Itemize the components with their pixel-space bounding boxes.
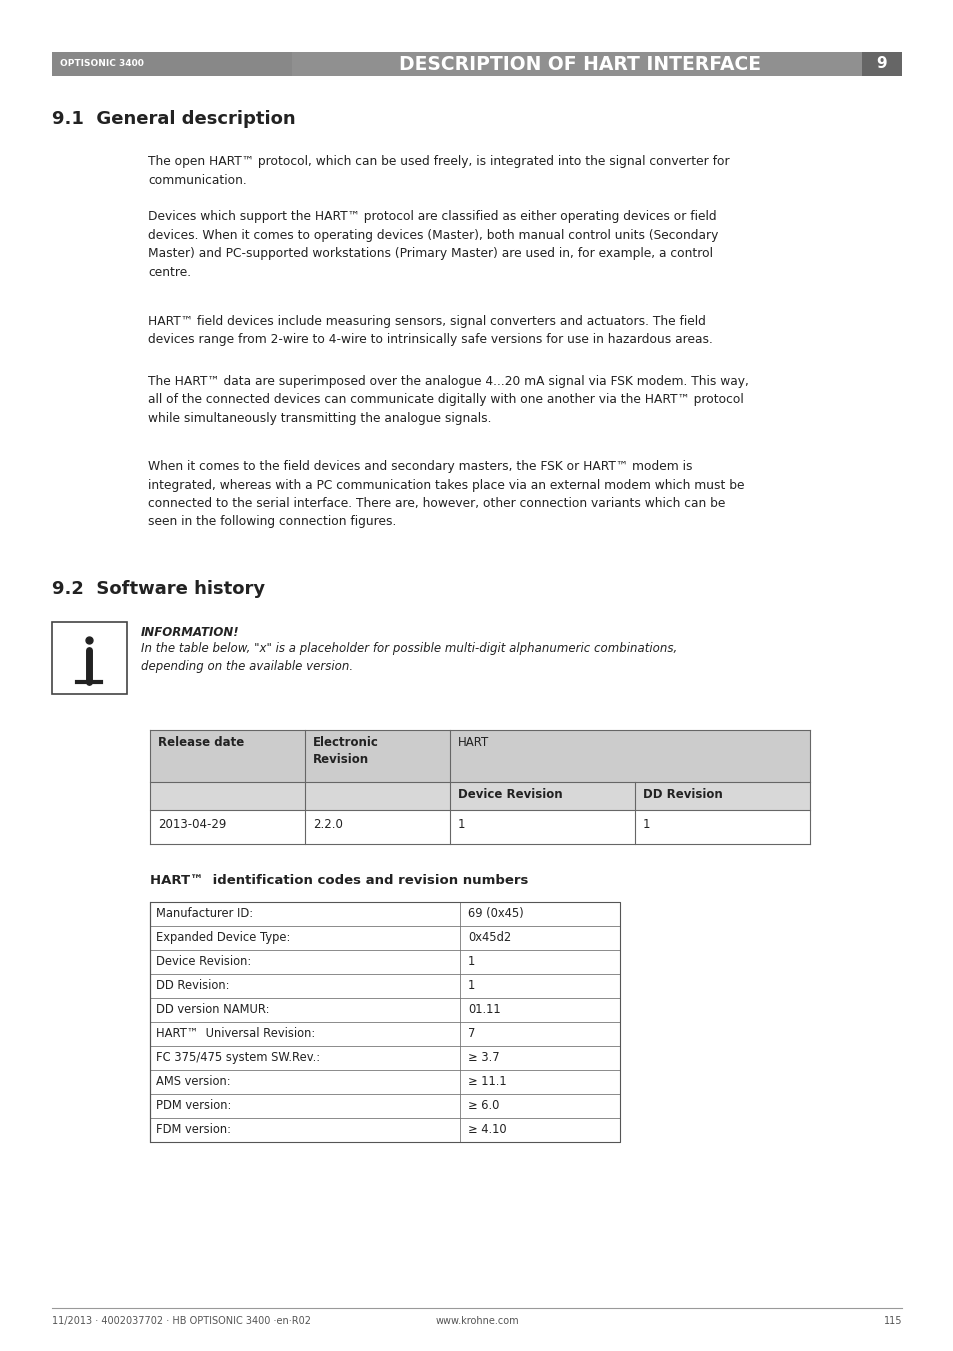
Text: ≥ 4.10: ≥ 4.10	[468, 1123, 506, 1136]
Text: 9.1  General description: 9.1 General description	[52, 109, 295, 128]
Text: Device Revision: Device Revision	[457, 788, 562, 801]
Text: Release date: Release date	[158, 736, 244, 748]
Text: Expanded Device Type:: Expanded Device Type:	[156, 931, 290, 944]
Text: HART: HART	[457, 736, 489, 748]
Bar	[52, 51, 292, 76]
Bar	[150, 902, 619, 1142]
Bar	[150, 782, 809, 811]
Text: DD Revision: DD Revision	[642, 788, 722, 801]
Text: Electronic
Revision: Electronic Revision	[313, 736, 378, 766]
Text: DESCRIPTION OF HART INTERFACE: DESCRIPTION OF HART INTERFACE	[398, 54, 760, 73]
Text: 1: 1	[457, 817, 465, 831]
Text: ≥ 6.0: ≥ 6.0	[468, 1098, 498, 1112]
Text: 1: 1	[468, 955, 475, 969]
Text: 11/2013 · 4002037702 · HB OPTISONIC 3400 ·en·R02: 11/2013 · 4002037702 · HB OPTISONIC 3400…	[52, 1316, 311, 1325]
Text: 01.11: 01.11	[468, 1002, 500, 1016]
Text: OPTISONIC 3400: OPTISONIC 3400	[60, 59, 144, 69]
Text: HART™ field devices include measuring sensors, signal converters and actuators. : HART™ field devices include measuring se…	[148, 315, 712, 346]
Bar	[150, 811, 809, 844]
Text: The HART™ data are superimposed over the analogue 4...20 mA signal via FSK modem: The HART™ data are superimposed over the…	[148, 376, 748, 426]
Text: 69 (0x45): 69 (0x45)	[468, 907, 523, 920]
Bar	[150, 950, 619, 974]
Text: www.krohne.com: www.krohne.com	[435, 1316, 518, 1325]
Bar	[150, 1021, 619, 1046]
Text: PDM version:: PDM version:	[156, 1098, 232, 1112]
Text: AMS version:: AMS version:	[156, 1075, 231, 1088]
Text: 1: 1	[468, 979, 475, 992]
Text: Devices which support the HART™ protocol are classified as either operating devi: Devices which support the HART™ protocol…	[148, 209, 718, 278]
Bar	[52, 51, 901, 76]
Text: 115: 115	[882, 1316, 901, 1325]
Text: The open HART™ protocol, which can be used freely, is integrated into the signal: The open HART™ protocol, which can be us…	[148, 155, 729, 186]
Text: FC 375/475 system SW.Rev.:: FC 375/475 system SW.Rev.:	[156, 1051, 320, 1065]
Text: 1: 1	[642, 817, 650, 831]
Bar	[150, 1070, 619, 1094]
Bar	[52, 621, 127, 694]
Text: 7: 7	[468, 1027, 475, 1040]
Bar	[150, 902, 619, 925]
Text: HART™  identification codes and revision numbers: HART™ identification codes and revision …	[150, 874, 528, 888]
Text: 0x45d2: 0x45d2	[468, 931, 511, 944]
Text: 9: 9	[876, 57, 886, 72]
Text: ≥ 11.1: ≥ 11.1	[468, 1075, 506, 1088]
Text: HART™  Universal Revision:: HART™ Universal Revision:	[156, 1027, 314, 1040]
Text: DD version NAMUR:: DD version NAMUR:	[156, 1002, 269, 1016]
Text: FDM version:: FDM version:	[156, 1123, 231, 1136]
Bar	[150, 730, 809, 782]
Text: 2.2.0: 2.2.0	[313, 817, 342, 831]
Text: DD Revision:: DD Revision:	[156, 979, 230, 992]
Bar	[150, 1119, 619, 1142]
Text: ≥ 3.7: ≥ 3.7	[468, 1051, 499, 1065]
Bar	[150, 1046, 619, 1070]
Bar	[150, 974, 619, 998]
Text: In the table below, "x" is a placeholder for possible multi-digit alphanumeric c: In the table below, "x" is a placeholder…	[141, 642, 677, 673]
Text: Device Revision:: Device Revision:	[156, 955, 251, 969]
Text: INFORMATION!: INFORMATION!	[141, 626, 239, 639]
Bar	[150, 1094, 619, 1119]
Bar	[862, 51, 901, 76]
Text: 9.2  Software history: 9.2 Software history	[52, 580, 265, 598]
Bar	[150, 998, 619, 1021]
Text: Manufacturer ID:: Manufacturer ID:	[156, 907, 253, 920]
Text: When it comes to the field devices and secondary masters, the FSK or HART™ modem: When it comes to the field devices and s…	[148, 459, 743, 528]
Bar	[150, 925, 619, 950]
Text: 2013-04-29: 2013-04-29	[158, 817, 226, 831]
